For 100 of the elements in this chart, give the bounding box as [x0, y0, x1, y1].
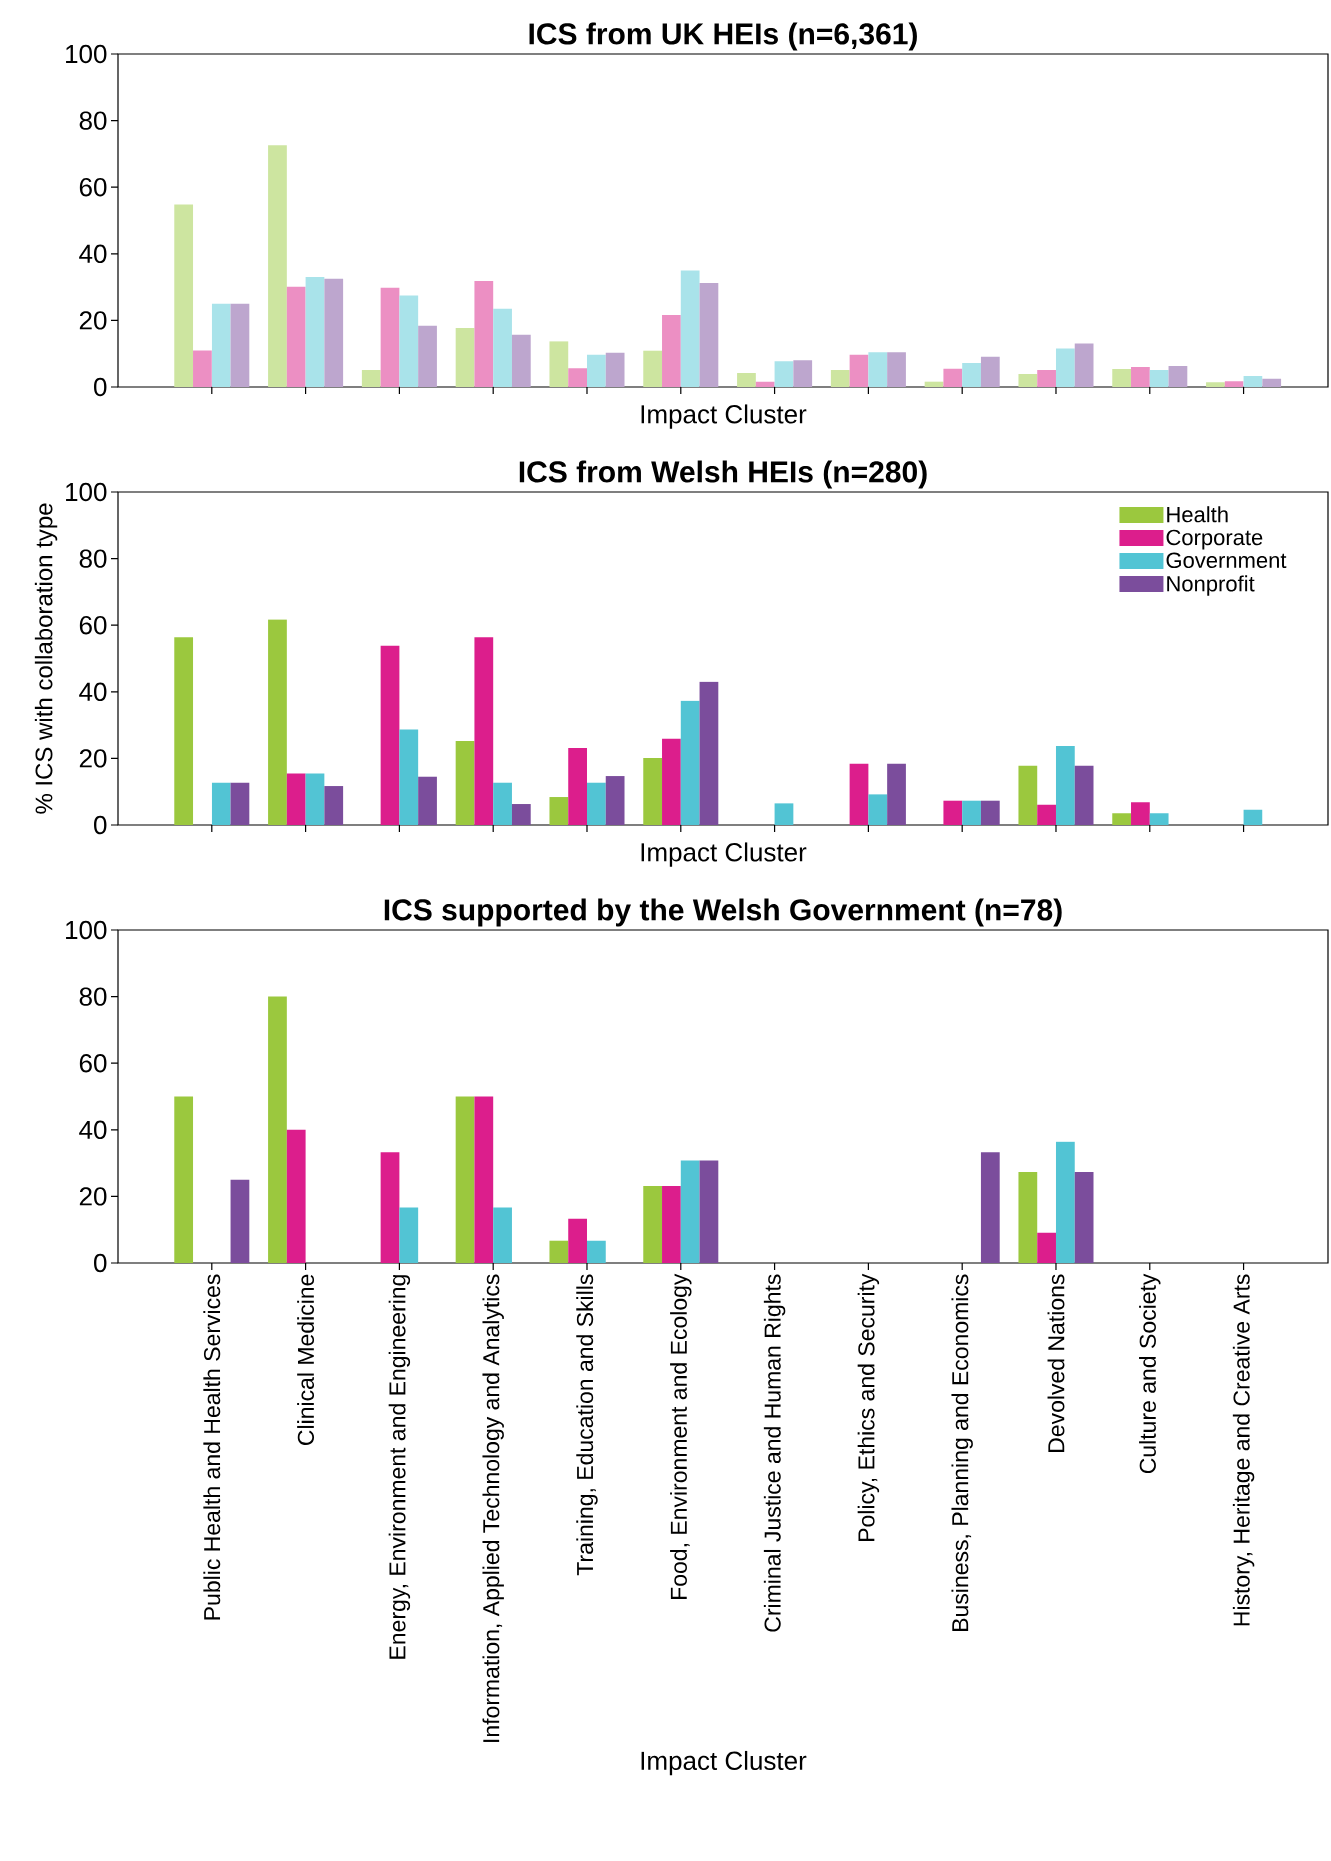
chart-title: ICS supported by the Welsh Government (n=78) [384, 898, 1062, 927]
bar [1055, 1141, 1075, 1264]
bar [586, 782, 606, 826]
y-tick-label: 0 [94, 1253, 107, 1273]
bar [849, 354, 869, 388]
bar [962, 800, 981, 826]
bar [324, 278, 344, 388]
y-tick-label: 100 [66, 482, 107, 502]
bar [680, 700, 700, 826]
x-tick-label: Devolved Nations [1047, 1274, 1065, 1452]
bar [1149, 813, 1169, 826]
bar [399, 295, 419, 388]
bar [662, 315, 681, 388]
legend-label: Nonprofit [1167, 575, 1255, 596]
bar [568, 748, 587, 826]
bar [1131, 367, 1150, 388]
bar [286, 286, 306, 388]
bar [1055, 746, 1075, 826]
bar [1262, 378, 1282, 388]
bar [680, 1160, 700, 1264]
bar [605, 776, 625, 826]
bar [662, 738, 681, 826]
bar [1074, 765, 1094, 826]
x-tick-label: Culture and Society [1139, 1273, 1161, 1474]
bar [887, 763, 906, 826]
chart-title: ICS from Welsh HEIs (n=280) [519, 460, 927, 489]
bar [1018, 1172, 1038, 1264]
bar [380, 287, 400, 388]
y-tick-label: 80 [79, 987, 107, 1006]
bar [474, 637, 494, 826]
bar [980, 356, 1000, 388]
bar [399, 1207, 419, 1264]
bar [174, 637, 194, 826]
bar [868, 352, 888, 388]
y-tick-label: 80 [79, 111, 107, 130]
bar [493, 1207, 512, 1264]
bar [1112, 369, 1132, 388]
bar [230, 1179, 250, 1264]
y-tick-label: 0 [94, 377, 107, 397]
bar [211, 782, 231, 826]
bar [1037, 370, 1056, 388]
bar [511, 804, 531, 826]
x-tick-label: Business, Planning and Economics [951, 1274, 973, 1631]
bar [699, 681, 719, 826]
bar [1074, 343, 1094, 388]
bar [193, 350, 212, 388]
bar [361, 370, 381, 388]
bar [643, 758, 663, 826]
bar [286, 773, 306, 826]
legend-label: Corporate [1166, 529, 1263, 550]
y-tick-label: 60 [79, 1054, 107, 1073]
bar [286, 1129, 306, 1264]
bar [774, 803, 794, 826]
bar [699, 283, 719, 388]
y-tick-label: 100 [66, 920, 107, 940]
bar [962, 363, 981, 388]
y-tick-label: 80 [79, 549, 107, 568]
x-tick-label: Criminal Justice and Human Rights [763, 1274, 786, 1632]
bar [737, 373, 756, 388]
bar [230, 782, 250, 826]
bar [943, 800, 963, 826]
bar [568, 368, 587, 388]
bar [680, 270, 700, 388]
x-tick-label: History, Heritage and Creative Arts [1232, 1274, 1255, 1626]
bar [643, 1186, 663, 1264]
bar [455, 1096, 475, 1264]
bar [1018, 374, 1038, 388]
bar [474, 1096, 494, 1264]
y-axis-title: % ICS with collaboration type [34, 503, 58, 814]
legend-label: Government [1166, 552, 1287, 569]
y-tick-label: 20 [79, 311, 107, 330]
bar [868, 794, 888, 826]
bar [586, 354, 606, 388]
bar [943, 368, 963, 388]
bar [1074, 1172, 1094, 1264]
bar [1149, 370, 1169, 388]
bar [455, 328, 475, 388]
bar [755, 381, 775, 388]
bar [1037, 1232, 1056, 1264]
bar [418, 325, 437, 388]
bar [230, 303, 250, 388]
bar [1224, 381, 1244, 388]
bar [1206, 382, 1225, 388]
y-tick-label: 60 [79, 616, 107, 635]
bar [924, 381, 944, 388]
x-axis-title: Impact Cluster [641, 1750, 807, 1776]
x-tick-label: Policy, Ethics and Security [857, 1273, 880, 1541]
y-tick-label: 40 [79, 682, 107, 702]
bar [268, 145, 287, 388]
bar [849, 763, 869, 826]
bar [174, 204, 194, 388]
bar [549, 797, 569, 826]
bar [380, 1152, 400, 1264]
bar [511, 334, 531, 388]
bar [1131, 802, 1150, 826]
y-tick-label: 60 [79, 178, 107, 197]
y-tick-label: 40 [79, 1120, 107, 1140]
x-tick-label: Energy, Environment and Engineering [388, 1275, 411, 1659]
bar [268, 996, 287, 1264]
chart-title: ICS from UK HEIs (n=6,361) [529, 22, 917, 51]
